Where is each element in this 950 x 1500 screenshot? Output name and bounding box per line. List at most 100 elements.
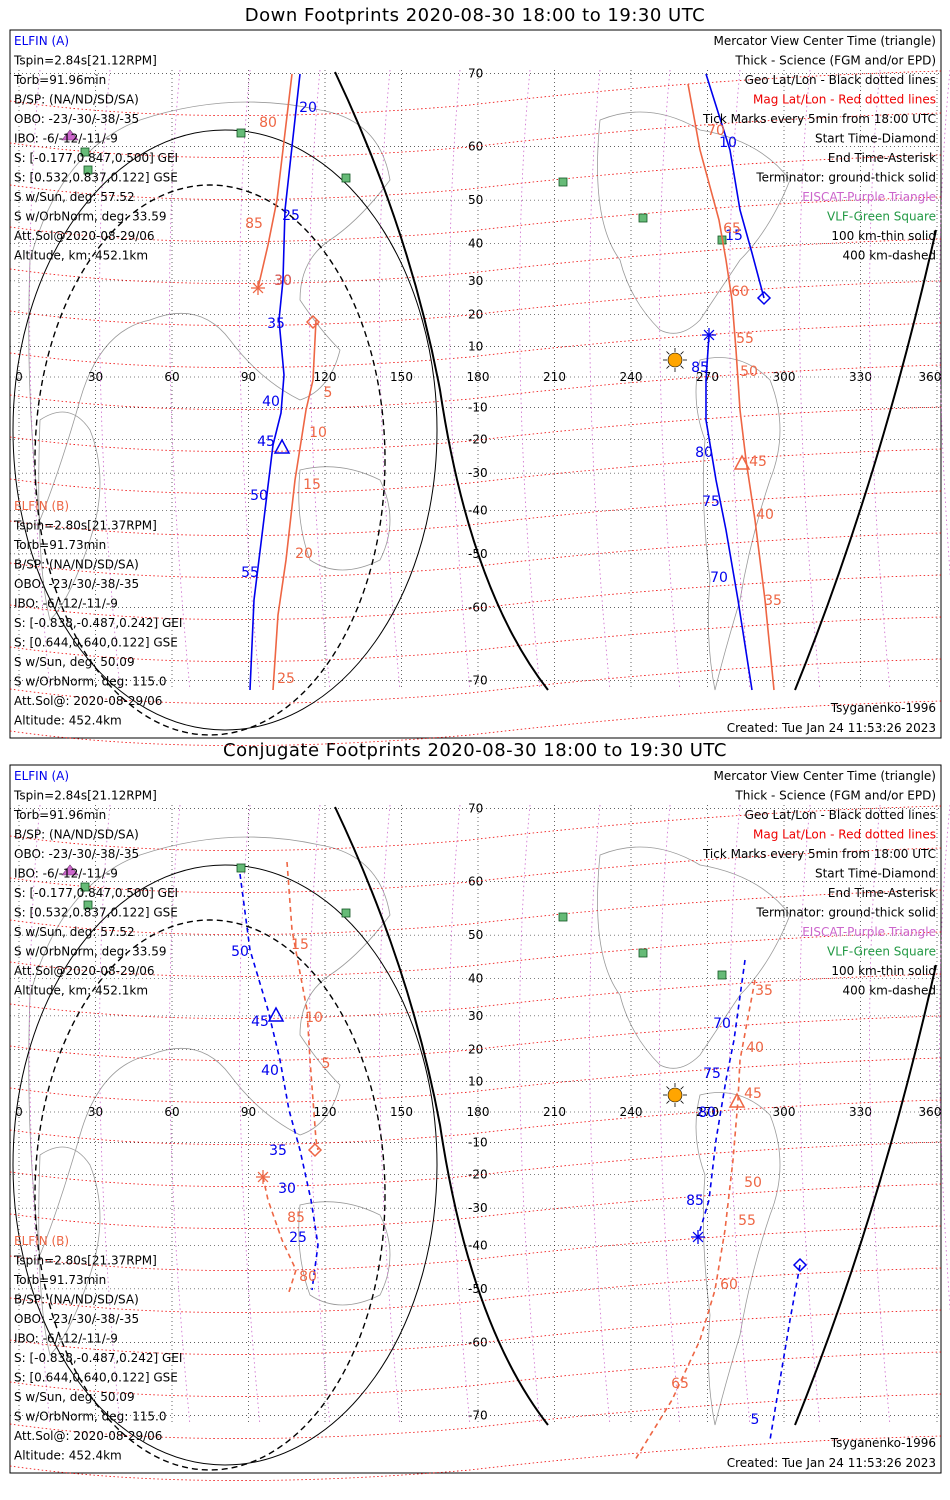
elfin-b-tick-label: 60 <box>731 284 749 300</box>
lon-tick-label: 240 <box>620 370 643 384</box>
mag-lat-line <box>9 196 942 242</box>
vlf-square <box>341 173 351 183</box>
vlf-square <box>558 177 568 187</box>
elfin-b-tick-label: 50 <box>744 1175 762 1191</box>
lon-tick-label: 150 <box>390 370 413 384</box>
land-outline <box>28 836 391 1256</box>
vlf-square <box>80 882 90 892</box>
mag-lat-line <box>9 1309 942 1355</box>
mag-lat-line <box>9 1393 942 1439</box>
end-asterisk <box>703 329 715 341</box>
legend-item: Geo Lat/Lon - Black dotted lines <box>745 73 936 87</box>
elfin-b-info: S: [0.644,0.640,0.122] GSE <box>14 636 178 650</box>
sun-ray <box>666 1100 670 1104</box>
sun-ray <box>680 1086 684 1090</box>
sun-ray <box>680 1100 684 1104</box>
mag-lat-line <box>9 658 942 704</box>
lat-tick-label: 10 <box>468 1074 483 1088</box>
lon-tick-label: 360 <box>919 1105 942 1119</box>
lon-tick-label: 270 <box>696 1105 719 1119</box>
elfin-a-info: S: [0.532,0.837,0.122] GSE <box>14 171 178 185</box>
sun-icon <box>663 348 687 372</box>
lon-tick-label: 210 <box>543 1105 566 1119</box>
sun-icon <box>663 1083 687 1107</box>
elfin-b-tick-label: 65 <box>671 1376 689 1392</box>
elfin-a-tick-label: 15 <box>725 228 743 244</box>
lat-tick-label: -30 <box>468 1201 488 1215</box>
mag-lat-line <box>9 1015 942 1061</box>
elfin-a-tick-label: 25 <box>289 1230 307 1246</box>
elfin-a-heading: ELFIN (A) <box>14 34 69 48</box>
elfin-a-tick-label: 50 <box>231 944 249 960</box>
lon-tick-label: 90 <box>241 1105 256 1119</box>
lat-tick-label: 30 <box>468 274 483 288</box>
lat-tick-label: 50 <box>468 928 483 942</box>
mag-lat-line <box>9 406 942 452</box>
elfin-b-track-2 <box>262 1176 297 1296</box>
elfin-a-tick-label: 75 <box>702 494 720 510</box>
elfin-b-info: Altitude: 452.4km <box>14 714 122 728</box>
elfin-a-track <box>239 873 319 1291</box>
mag-lat-line <box>9 1351 942 1397</box>
lon-tick-label: 210 <box>543 370 566 384</box>
lon-tick-label: 120 <box>314 1105 337 1119</box>
elfin-b-info: S: [0.644,0.640,0.122] GSE <box>14 1371 178 1385</box>
panel-title-conjugate: Conjugate Footprints 2020-08-30 18:00 to… <box>223 740 727 761</box>
sun-disc <box>667 352 683 368</box>
elfin-a-tick-label: 30 <box>274 273 292 289</box>
lon-tick-label: 0 <box>15 1105 23 1119</box>
elfin-b-tick-label: 65 <box>723 221 741 237</box>
vlf-square <box>638 948 648 958</box>
elfin-b-tick-label: 40 <box>746 1040 764 1056</box>
mag-lat-line <box>9 364 942 410</box>
panel-frame <box>9 764 942 1474</box>
legend-item: EISCAT-Purple Triangle <box>802 925 936 939</box>
end-asterisk <box>692 1231 704 1243</box>
eiscat-triangle <box>61 129 79 141</box>
elfin-b-tick-label: 80 <box>259 115 277 131</box>
legend-item: 400 km-dashed <box>842 249 936 263</box>
elfin-a-tick-label: 40 <box>261 1063 279 1079</box>
land-outline <box>28 101 391 521</box>
mag-lat-line <box>9 1183 942 1229</box>
vlf-square <box>83 165 93 175</box>
lon-tick-label: 270 <box>696 370 719 384</box>
legend-item: Tick Marks every 5min from 18:00 UTC <box>702 112 936 126</box>
elfin-a-info: S w/Sun, deg: 57.52 <box>14 925 135 939</box>
mag-lat-line <box>9 1099 942 1145</box>
mag-lat-line <box>9 1435 942 1481</box>
lon-tick-label: 180 <box>467 1105 490 1119</box>
lat-tick-label: 20 <box>468 308 483 322</box>
legend-item: Start Time-Diamond <box>815 867 936 881</box>
start-diamond <box>756 290 772 306</box>
start-diamond <box>307 1142 323 1158</box>
coastlines <box>28 101 791 691</box>
land-outline <box>38 1146 101 1356</box>
terminator-line <box>334 806 549 1426</box>
mag-lat-line <box>9 931 942 977</box>
elfin-a-info: Tspin=2.84s[21.12RPM] <box>13 54 157 68</box>
created-label: Created: Tue Jan 24 11:53:26 2023 <box>727 1456 936 1470</box>
lat-tick-label: -20 <box>468 432 488 446</box>
elfin-b-tick-label: 85 <box>287 1210 305 1226</box>
terminator-line <box>334 71 549 691</box>
elfin-b-tick-label: 20 <box>295 546 313 562</box>
terminator-line-east <box>794 964 937 1426</box>
land-outline <box>597 846 791 1069</box>
lon-tick-label: 60 <box>164 1105 179 1119</box>
elfin-a-info: S w/OrbNorm, deg: 33.59 <box>14 945 166 959</box>
elfin-b-info: OBO: -23/-30/-38/-35 <box>14 577 139 591</box>
mag-lat-line <box>9 448 942 494</box>
start-diamond <box>792 1257 808 1273</box>
elfin-a-tick-label: 35 <box>267 316 285 332</box>
elfin-a-track-east <box>705 73 765 299</box>
mag-lat-line <box>9 847 942 893</box>
elfin-a-info: S: [-0.177,0.847,0.500] GEI <box>14 886 178 900</box>
lon-tick-label: 30 <box>88 370 103 384</box>
lat-tick-label: -20 <box>468 1167 488 1181</box>
elfin-b-tick-label: 5 <box>322 1056 331 1072</box>
elfin-a-tick-label: 30 <box>278 1181 296 1197</box>
lat-tick-label: -60 <box>468 600 488 614</box>
elfin-a-tick-label: 80 <box>698 1105 716 1121</box>
